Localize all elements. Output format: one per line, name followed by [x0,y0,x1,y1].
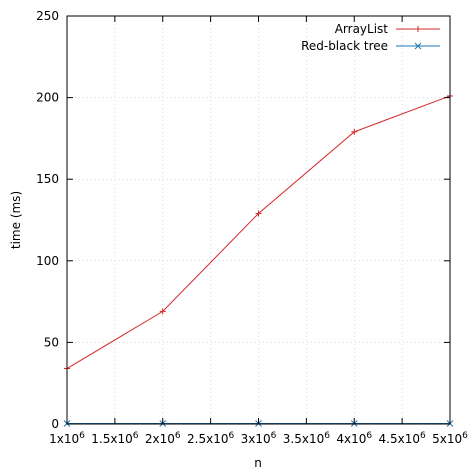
x-tick-label: 4x106 [336,431,372,446]
series-point [159,308,166,315]
x-tick-label: 2.5x106 [187,431,234,446]
legend-marker [414,42,422,50]
x-tick-label-exponent: 6 [133,431,139,441]
legend-marker [415,26,421,32]
x-tick-label-base: 1x10 [49,432,79,446]
x-tick-label-exponent: 6 [324,431,330,441]
series-point [351,128,358,135]
y-tick-label: 100 [36,254,59,268]
x-tick-label-base: 5x10 [432,432,462,446]
x-tick-label-exponent: 6 [420,431,426,441]
x-tick-label: 1.5x106 [91,431,138,446]
y-tick-label: 50 [44,335,59,349]
x-tick-label: 1x106 [49,431,85,446]
x-tick-label-exponent: 6 [271,431,277,441]
y-tick-label: 250 [36,9,59,23]
y-tick-label: 150 [36,172,59,186]
grid [66,15,451,425]
y-tick-label: 200 [36,91,59,105]
y-tick-label: 0 [51,417,59,431]
x-tick-label: 3.5x106 [283,431,330,446]
x-tick-labels: 1x106 1.5x106 2x106 2.5x106 3x106 3.5x106 4x10… [49,431,468,446]
legend: ArrayList Red-black tree [301,22,440,53]
x-tick-label: 4.5x106 [379,431,426,446]
legend-label: ArrayList [335,22,389,36]
x-tick-label-base: 3.5x10 [283,432,324,446]
y-axis-label: time (ms) [9,191,23,249]
x-tick-label-exponent: 6 [228,431,234,441]
x-tick-label: 2x106 [145,431,181,446]
series-point [255,210,262,217]
x-tick-label-base: 1.5x10 [91,432,132,446]
x-tick-label-base: 2.5x10 [187,432,228,446]
x-tick-label-exponent: 6 [79,431,85,441]
legend-label: Red-black tree [301,39,388,53]
y-tick-labels: 0 50 100 150 200 250 [36,9,59,431]
x-tick-label-base: 4.5x10 [379,432,420,446]
ticks [66,15,451,425]
x-tick-label: 5x106 [432,431,468,446]
x-axis-label: n [254,456,262,470]
x-tick-label-base: 2x10 [145,432,175,446]
x-tick-label-exponent: 6 [366,431,372,441]
x-tick-label-exponent: 6 [462,431,468,441]
x-tick-label: 3x106 [241,431,277,446]
x-tick-label-exponent: 6 [175,431,181,441]
x-tick-label-base: 3x10 [241,432,271,446]
x-tick-label-base: 4x10 [336,432,366,446]
